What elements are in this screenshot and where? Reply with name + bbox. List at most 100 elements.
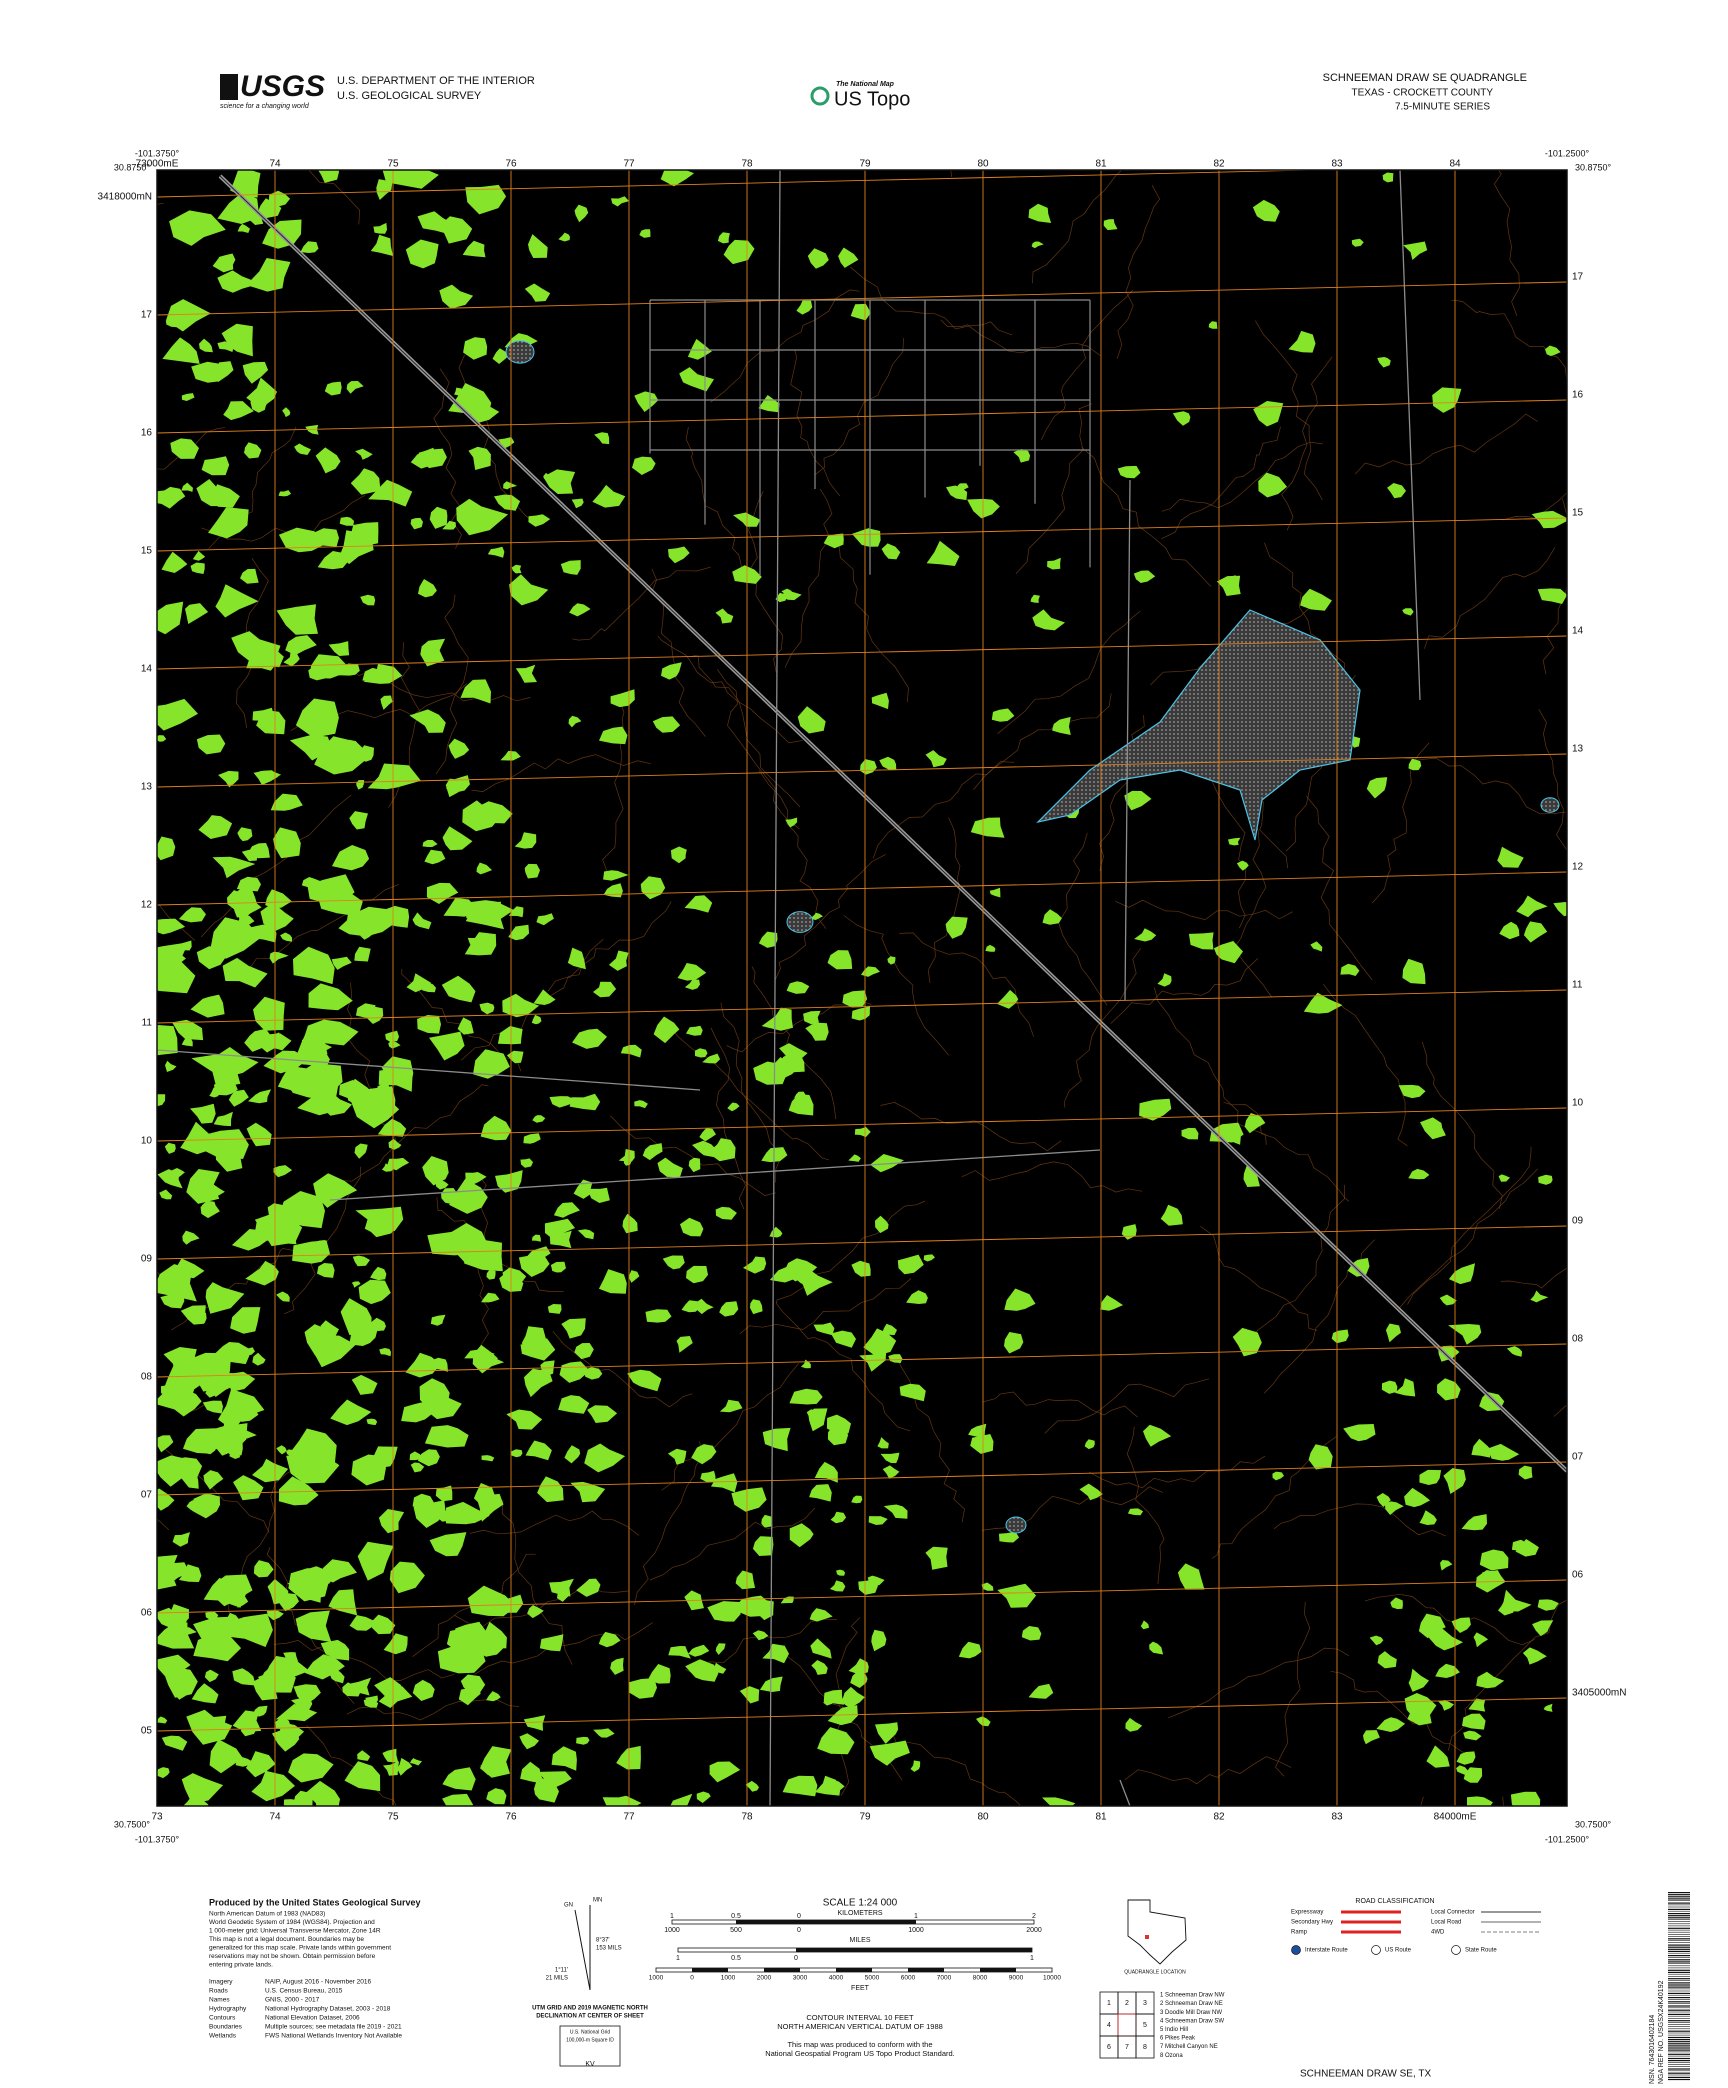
vegetation <box>442 1793 474 1806</box>
grid-label: 79 <box>859 159 871 170</box>
vegetation <box>376 179 393 200</box>
contour-line <box>435 594 469 774</box>
adjoining-cell <box>1135 2035 1155 2059</box>
declination-angle: 8°37' <box>596 1938 610 1944</box>
vegetation <box>471 404 500 423</box>
grid-label: 08 <box>1572 1334 1584 1345</box>
barcode-bar <box>1668 2020 1690 2022</box>
vegetation <box>354 946 371 962</box>
barcode-bar <box>1668 1927 1690 1929</box>
vegetation <box>805 1022 829 1041</box>
vegetation <box>229 1404 259 1422</box>
vegetation <box>850 1669 868 1688</box>
barcode-bar <box>1668 1971 1690 1973</box>
vegetation <box>794 1091 807 1099</box>
vegetation <box>1408 1668 1429 1692</box>
vegetation <box>525 1440 552 1461</box>
vegetation <box>260 902 294 932</box>
grid-label: 84 <box>1449 159 1461 170</box>
corner-coordinate: -101.2500° <box>1545 1834 1590 1844</box>
vegetation <box>639 229 651 238</box>
vegetation <box>999 1531 1020 1543</box>
vegetation <box>786 981 810 994</box>
grid-label: 75 <box>387 159 399 170</box>
scale-bar <box>764 1968 800 1972</box>
vegetation <box>1004 1332 1024 1354</box>
vegetation <box>547 1304 562 1314</box>
contour-line <box>758 770 827 929</box>
pond <box>505 340 535 364</box>
vegetation <box>196 946 226 970</box>
route-shield <box>1451 1945 1461 1955</box>
vegetation <box>419 1378 450 1413</box>
vegetation <box>661 662 682 680</box>
grid-label: 77 <box>623 159 635 170</box>
vegetation <box>958 1641 982 1659</box>
vegetation <box>997 989 1019 1009</box>
vegetation <box>758 931 778 948</box>
vegetation <box>245 1260 279 1286</box>
vegetation <box>653 1016 680 1044</box>
vegetation <box>797 706 826 734</box>
vegetation <box>686 1025 703 1036</box>
vegetation <box>160 1383 179 1397</box>
vegetation <box>775 592 787 603</box>
road-legend-item: Local Road <box>1431 1920 1461 1926</box>
standard-note: This map was produced to conform with th… <box>787 2040 932 2049</box>
vegetation <box>439 284 474 309</box>
contour-line <box>1500 1267 1567 1289</box>
vegetation <box>465 901 504 930</box>
vegetation <box>1538 1174 1553 1185</box>
vegetation <box>899 1383 926 1402</box>
utm-grid-line <box>157 1461 1567 1496</box>
barcode-bar <box>1668 2064 1690 2065</box>
barcode-bar <box>1668 1994 1690 1996</box>
vegetation <box>684 895 713 913</box>
vegetation <box>350 522 379 547</box>
barcode-bar <box>1668 1944 1690 1946</box>
road <box>329 1149 1101 1201</box>
contour-line <box>1161 441 1323 512</box>
scale-number: 1 <box>1030 1955 1034 1962</box>
lake <box>1036 609 1361 841</box>
barcode-bar <box>1668 1982 1690 1984</box>
contour-line <box>717 669 800 830</box>
vegetation <box>165 1667 198 1698</box>
vegetation <box>561 1318 586 1339</box>
vegetation <box>157 1025 178 1056</box>
vegetation <box>314 736 371 775</box>
contour-line <box>1502 492 1567 521</box>
road <box>1119 1779 1131 1806</box>
vegetation <box>424 849 446 865</box>
vegetation <box>352 1255 370 1267</box>
vegetation <box>410 1462 425 1473</box>
vegetation <box>1140 1620 1149 1630</box>
vegetation <box>429 1031 465 1061</box>
vegetation <box>584 1443 626 1473</box>
vegetation <box>687 338 712 360</box>
vegetation <box>292 1240 330 1264</box>
vegetation <box>353 1086 396 1112</box>
vegetation <box>789 1388 823 1405</box>
vegetation <box>925 1546 948 1570</box>
vegetation <box>583 1367 603 1380</box>
vegetation <box>1100 1295 1123 1311</box>
vegetation <box>1369 1635 1384 1646</box>
vegetation <box>532 1115 546 1123</box>
logo-text: USGS <box>240 70 325 103</box>
vegetation <box>814 1461 838 1483</box>
vegetation <box>418 448 447 469</box>
vegetation <box>257 198 282 219</box>
barcode-bar <box>1668 1984 1690 1986</box>
vegetation <box>691 1444 717 1465</box>
vegetation <box>492 348 510 364</box>
barcode-bar <box>1668 1900 1690 1901</box>
vegetation <box>158 1562 190 1584</box>
utm-grid-line <box>157 1697 1567 1732</box>
quad-subtitle: 7.5-MINUTE SERIES <box>1395 102 1490 113</box>
corner-coordinate: 30.8750° <box>1575 162 1612 172</box>
vegetation <box>503 481 518 490</box>
vegetation <box>568 715 582 728</box>
vegetation <box>628 1270 640 1283</box>
contour-line <box>1161 426 1281 540</box>
